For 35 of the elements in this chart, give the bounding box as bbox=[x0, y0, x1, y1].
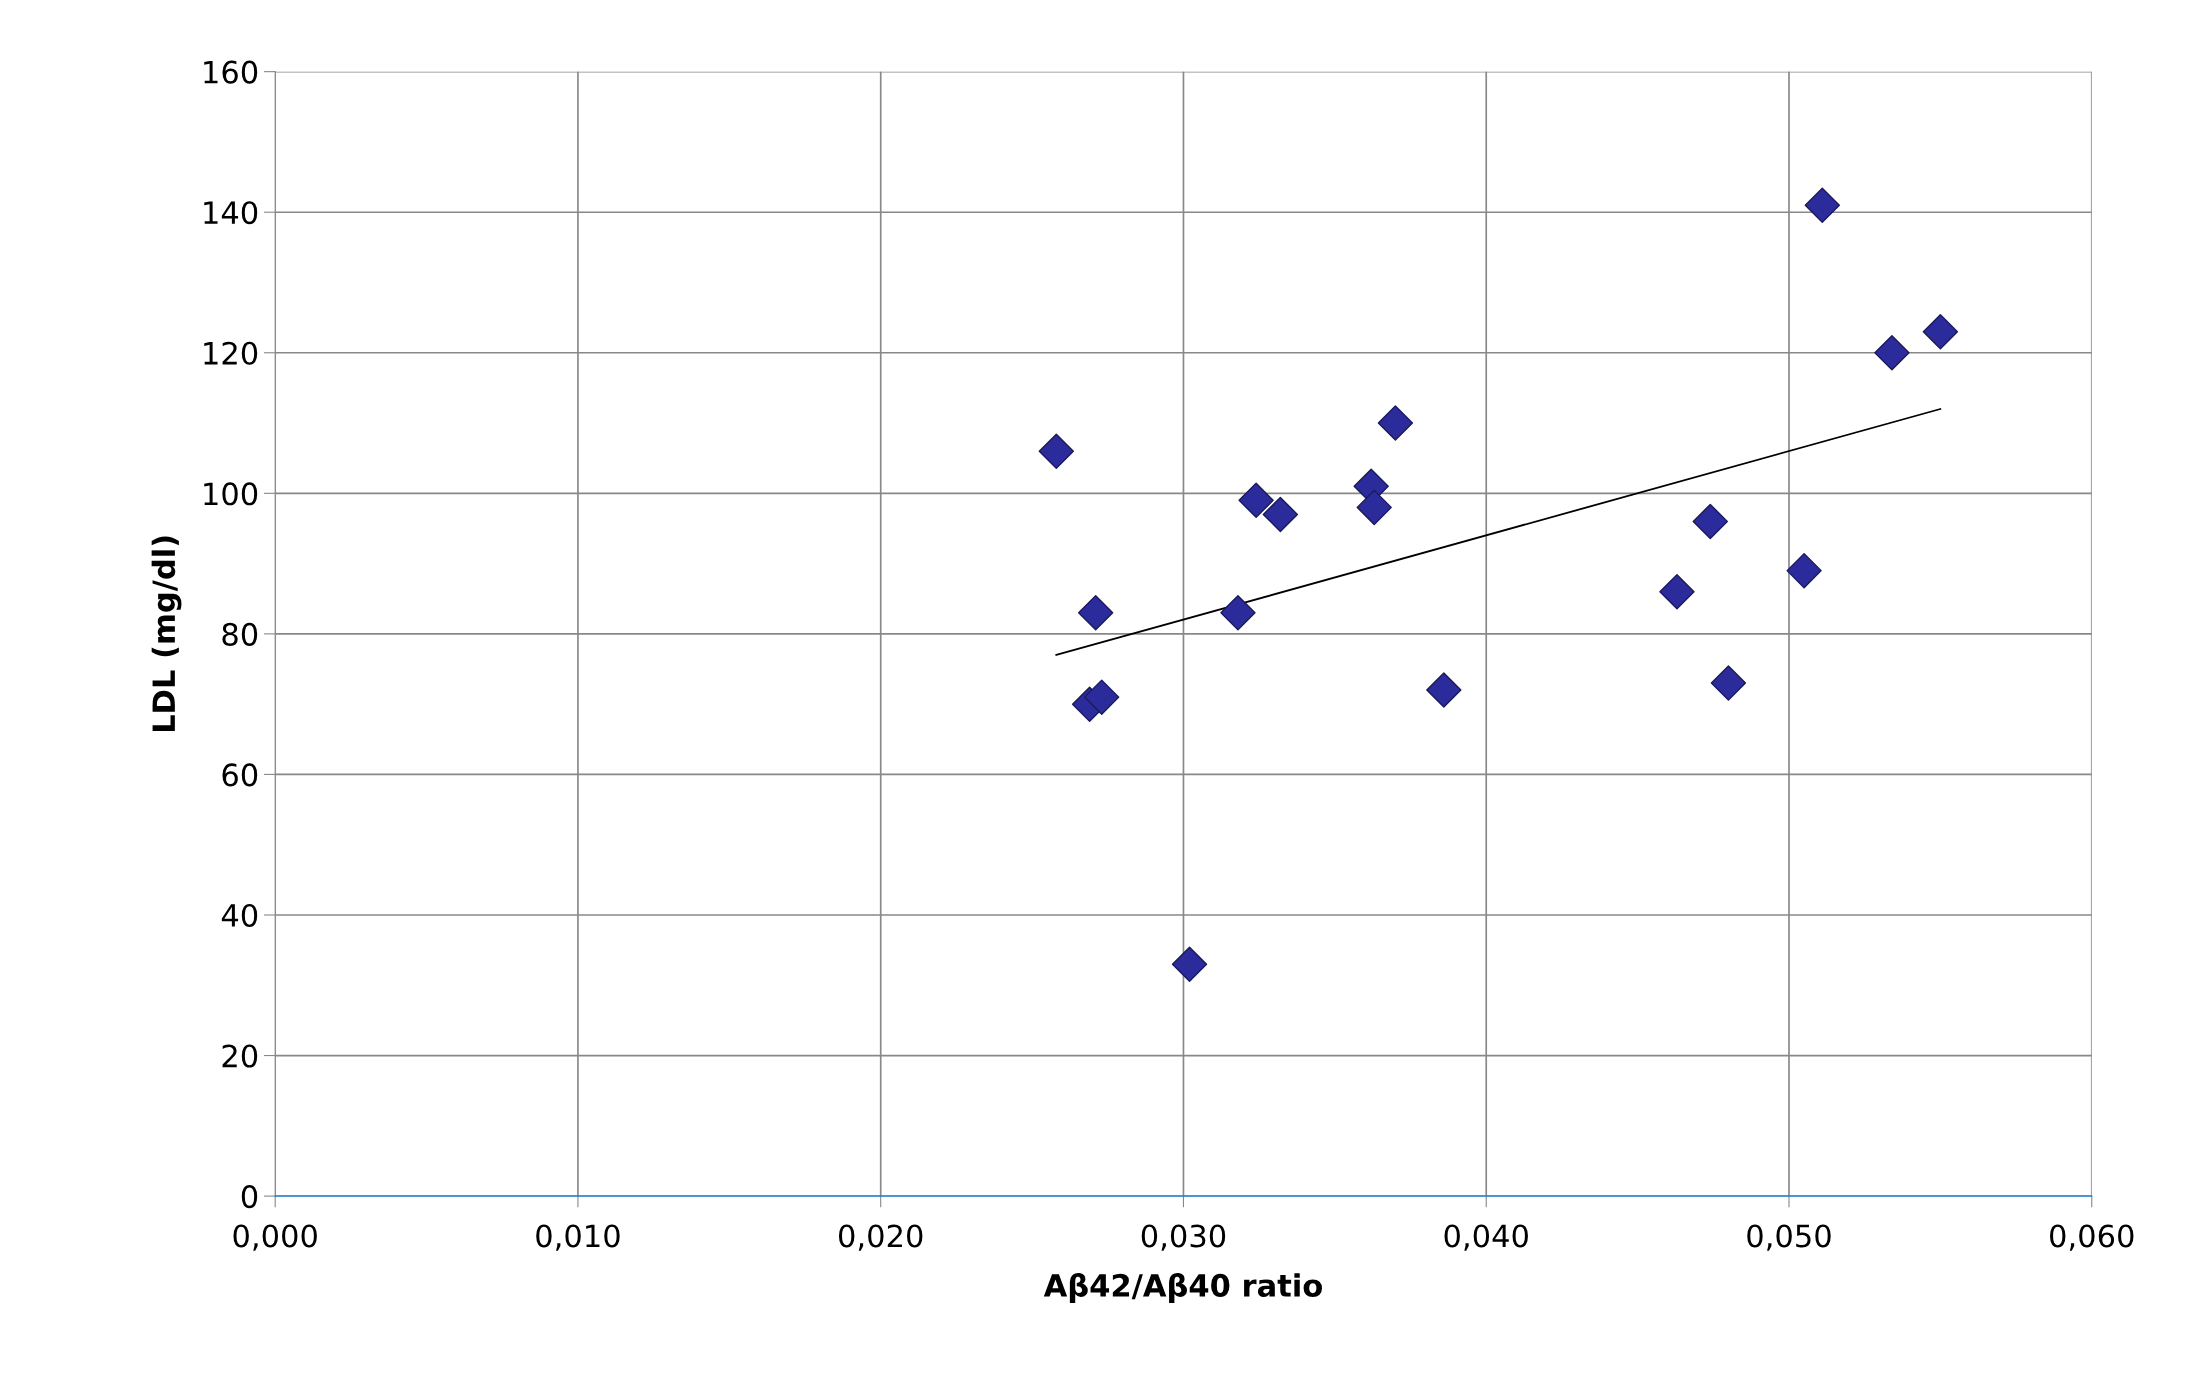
point bbox=[1874, 335, 1910, 371]
point bbox=[1426, 672, 1462, 708]
point bbox=[1077, 595, 1114, 631]
x-tick-label: 0,050 bbox=[1747, 1224, 1831, 1251]
x-axis-title: Aβ42/Aβ40 ratio bbox=[1043, 1272, 1322, 1303]
y-tick-label: 20 bbox=[222, 1044, 258, 1068]
y-tick-label: 120 bbox=[204, 341, 258, 365]
x-tick-label: 0,010 bbox=[536, 1224, 620, 1251]
y-tick-label: 140 bbox=[204, 201, 258, 225]
y-tick-label: 60 bbox=[222, 763, 258, 787]
y-tick-label: 40 bbox=[221, 903, 258, 928]
point bbox=[1262, 496, 1299, 533]
point bbox=[1084, 679, 1120, 715]
x-tick-label: 0,020 bbox=[838, 1224, 923, 1251]
x-tick-label: 0,030 bbox=[1141, 1224, 1226, 1251]
point bbox=[1710, 665, 1747, 701]
y-axis-title: LDL (mg/dl) bbox=[151, 536, 182, 732]
point bbox=[1220, 595, 1256, 631]
point bbox=[1038, 433, 1075, 469]
point bbox=[1922, 313, 1959, 350]
x-tick-label: 0,040 bbox=[1444, 1224, 1528, 1251]
point bbox=[1238, 482, 1274, 519]
point bbox=[1804, 187, 1840, 223]
point bbox=[1171, 946, 1208, 982]
x-tick-label: 0,060 bbox=[2050, 1224, 2134, 1251]
point bbox=[1356, 489, 1392, 526]
point bbox=[1692, 503, 1728, 540]
point bbox=[1786, 552, 1822, 589]
point bbox=[1659, 574, 1695, 610]
x-tick-label: 0,000 bbox=[233, 1224, 317, 1251]
y-tick-label: 160 bbox=[204, 60, 258, 84]
point bbox=[1377, 405, 1414, 441]
y-tick-label: 80 bbox=[222, 622, 258, 646]
y-tick-label: 0 bbox=[241, 1185, 258, 1209]
y-tick-label: 100 bbox=[204, 482, 258, 506]
